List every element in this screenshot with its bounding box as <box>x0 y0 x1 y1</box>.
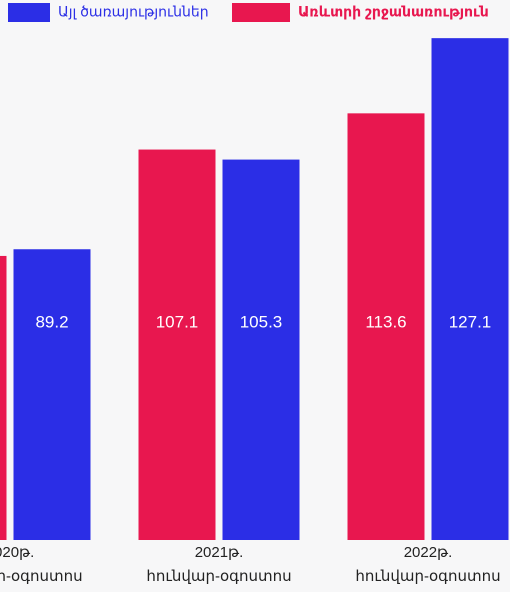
value-label: 127.1 <box>449 312 492 331</box>
x-tick-label: հունվար-օգոստոս <box>146 568 291 585</box>
value-label: 107.1 <box>156 312 199 331</box>
value-label: 105.3 <box>240 312 283 331</box>
value-label: 89.2 <box>35 312 68 331</box>
legend-label: Առևտրի շրջանառություն <box>298 4 489 20</box>
x-tick-label: հունվար-օգոստոս <box>0 568 83 585</box>
legend-swatch <box>8 3 50 22</box>
bar <box>222 159 300 540</box>
bar <box>347 113 425 540</box>
legend-label: Այլ ծառայություններ <box>58 4 209 20</box>
x-tick-label: հունվար-օգոստոս <box>355 568 500 585</box>
value-label: 113.6 <box>365 312 406 331</box>
bar <box>13 249 91 540</box>
bar <box>138 149 216 540</box>
x-tick-label: 2020թ. <box>0 544 34 561</box>
bar <box>0 255 7 540</box>
x-tick-label: 2021թ. <box>195 544 244 561</box>
bar <box>431 38 509 541</box>
legend-swatch <box>232 3 290 22</box>
x-tick-label: 2022թ. <box>404 544 453 561</box>
